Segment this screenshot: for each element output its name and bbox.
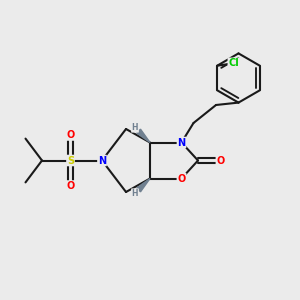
Text: O: O [216,155,225,166]
Text: O: O [177,173,186,184]
Text: N: N [177,137,186,148]
Polygon shape [137,129,150,142]
Text: N: N [98,155,106,166]
Text: Cl: Cl [228,58,239,68]
Text: H: H [132,123,138,132]
Text: O: O [66,130,75,140]
Polygon shape [137,178,150,192]
Text: O: O [66,181,75,191]
Text: S: S [67,155,74,166]
Text: H: H [132,189,138,198]
